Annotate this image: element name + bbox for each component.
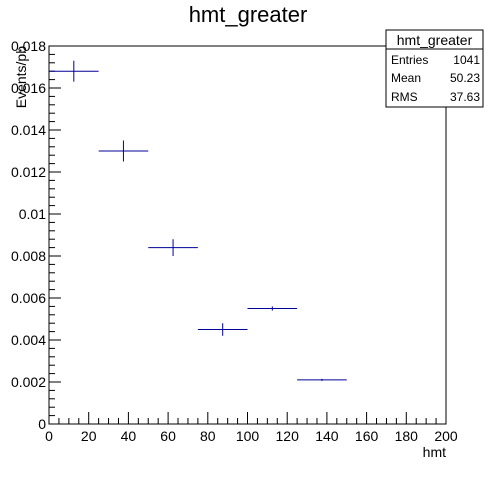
x-tick-label: 0 (45, 428, 53, 444)
data-point-bin-5 (247, 306, 298, 311)
x-tick-label: 40 (121, 428, 137, 444)
stats-rms-label: RMS (391, 90, 418, 104)
x-tick-label: 160 (355, 428, 379, 444)
x-tick-label: 100 (236, 428, 260, 444)
stats-mean-label: Mean (391, 71, 421, 85)
y-tick-label: 0.018 (11, 38, 46, 54)
data-point-bin-6 (297, 378, 347, 381)
y-tick-label: 0.01 (19, 206, 46, 222)
y-tick-label: 0.014 (11, 122, 46, 138)
x-tick-label: 200 (434, 428, 458, 444)
y-axis-label: Events/pb (13, 46, 29, 108)
y-tick-label: 0.008 (11, 248, 46, 264)
data-point-bin-4 (197, 323, 248, 336)
y-tick-label: 0.004 (11, 332, 46, 348)
x-axis-label: hmt (423, 444, 446, 460)
y-tick-label: 0.016 (11, 80, 46, 96)
x-axis-ticks: 0 20 40 60 80 100 120 140 160 180 200 (45, 412, 458, 444)
stats-box: hmt_greater Entries 1041 Mean 50.23 RMS … (385, 29, 484, 108)
data-point-bin-2 (98, 140, 149, 162)
data-point-bin-1 (49, 60, 99, 82)
stats-box-frame (385, 29, 484, 108)
stats-entries-label: Entries (391, 53, 428, 67)
data-points (49, 60, 347, 381)
x-tick-label: 140 (315, 428, 339, 444)
stats-rms-value: 37.63 (450, 90, 480, 104)
stats-mean-value: 50.23 (450, 71, 480, 85)
data-point-bin-3 (148, 239, 198, 256)
y-tick-label: 0.002 (11, 374, 46, 390)
x-tick-label: 120 (276, 428, 300, 444)
x-tick-label: 180 (395, 428, 419, 444)
stats-entries-value: 1041 (453, 53, 480, 67)
y-tick-label: 0.006 (11, 290, 46, 306)
stats-box-title: hmt_greater (397, 32, 473, 48)
x-tick-label: 20 (81, 428, 97, 444)
x-tick-label: 60 (160, 428, 176, 444)
chart-title: hmt_greater (189, 2, 308, 27)
y-tick-label: 0 (38, 416, 46, 432)
y-tick-label: 0.012 (11, 164, 46, 180)
x-tick-label: 80 (200, 428, 216, 444)
y-axis-ticks: 0 0.002 0.004 0.006 0.008 0.01 0.012 0.014 0.016… (11, 38, 61, 432)
